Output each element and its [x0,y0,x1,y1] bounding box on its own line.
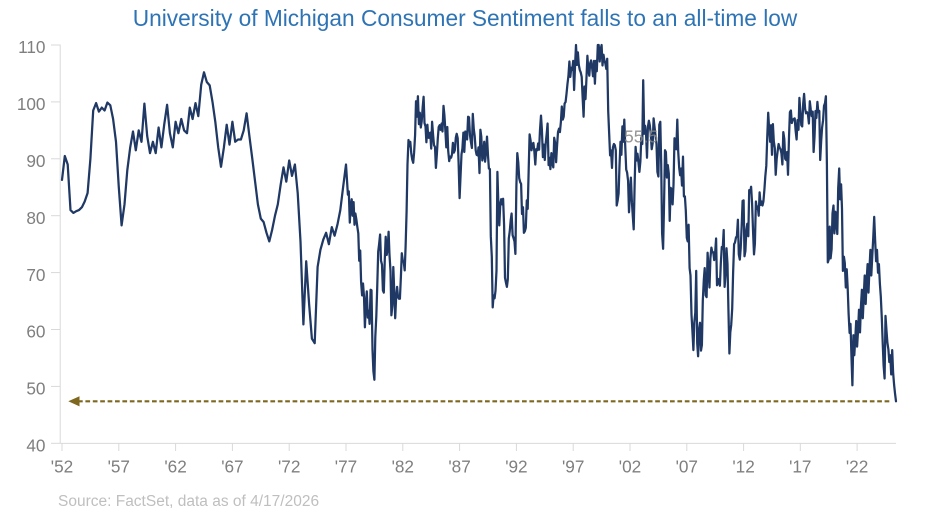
svg-text:Source: FactSet, data as of 4/: Source: FactSet, data as of 4/17/2026 [58,493,319,510]
svg-text:'07: '07 [676,457,698,477]
svg-text:70: 70 [26,265,45,285]
svg-text:110: 110 [18,37,45,57]
svg-text:'87: '87 [448,457,470,477]
svg-text:'72: '72 [278,457,300,477]
svg-text:60: 60 [26,322,45,342]
svg-text:'22: '22 [846,457,868,477]
svg-text:'67: '67 [221,457,243,477]
svg-text:University of Michigan Consume: University of Michigan Consumer Sentimen… [133,5,798,31]
svg-text:'97: '97 [562,457,584,477]
svg-text:55.5: 55.5 [624,127,658,147]
svg-text:'57: '57 [108,457,130,477]
svg-text:'02: '02 [619,457,641,477]
svg-text:'92: '92 [505,457,527,477]
svg-text:40: 40 [26,436,45,456]
svg-text:'77: '77 [335,457,357,477]
svg-text:'62: '62 [164,457,186,477]
svg-text:50: 50 [26,379,45,399]
svg-text:100: 100 [17,94,46,114]
svg-text:80: 80 [26,208,45,228]
svg-text:'82: '82 [392,457,414,477]
svg-text:90: 90 [26,151,45,171]
svg-text:'52: '52 [51,457,73,477]
svg-text:'12: '12 [732,457,754,477]
svg-text:'17: '17 [789,457,811,477]
